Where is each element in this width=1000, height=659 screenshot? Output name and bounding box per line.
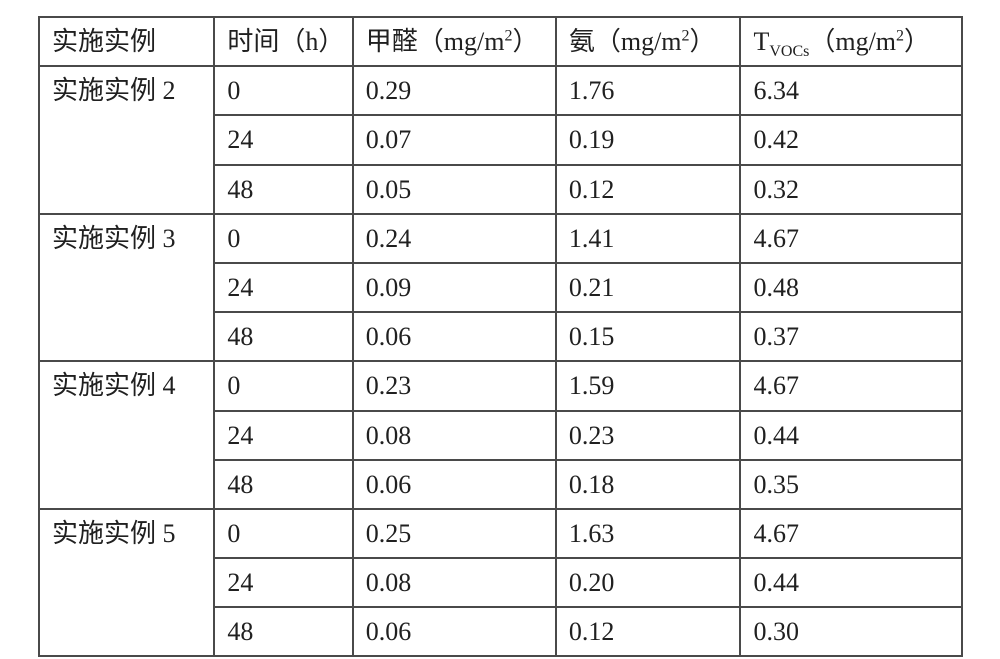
cell-hcho: 0.08 bbox=[353, 558, 556, 607]
cell-tvoc: 4.67 bbox=[740, 214, 962, 263]
cell-hcho: 0.09 bbox=[353, 263, 556, 312]
col-header-hcho: 甲醛（mg/m2） bbox=[353, 17, 556, 66]
cell-nh3: 1.76 bbox=[556, 66, 741, 115]
col-header-tvoc: TVOCs（mg/m2） bbox=[740, 17, 962, 66]
cell-nh3: 0.19 bbox=[556, 115, 741, 164]
cell-time: 48 bbox=[214, 312, 352, 361]
col-header-nh3: 氨（mg/m2） bbox=[556, 17, 741, 66]
cell-example-label: 实施实例 2 bbox=[39, 66, 214, 214]
cell-tvoc: 0.30 bbox=[740, 607, 962, 656]
cell-tvoc: 0.44 bbox=[740, 411, 962, 460]
cell-tvoc: 0.32 bbox=[740, 165, 962, 214]
cell-hcho: 0.06 bbox=[353, 460, 556, 509]
table-row: 实施实例 3 0 0.24 1.41 4.67 bbox=[39, 214, 962, 263]
cell-example-label: 实施实例 5 bbox=[39, 509, 214, 657]
data-table: 实施实例 时间（h） 甲醛（mg/m2） 氨（mg/m2） TVOCs（mg/m… bbox=[38, 16, 963, 657]
cell-hcho: 0.25 bbox=[353, 509, 556, 558]
cell-hcho: 0.24 bbox=[353, 214, 556, 263]
data-table-container: 实施实例 时间（h） 甲醛（mg/m2） 氨（mg/m2） TVOCs（mg/m… bbox=[38, 16, 963, 657]
cell-time: 0 bbox=[214, 361, 352, 410]
cell-time: 24 bbox=[214, 558, 352, 607]
cell-time: 0 bbox=[214, 214, 352, 263]
cell-time: 48 bbox=[214, 165, 352, 214]
col-header-example: 实施实例 bbox=[39, 17, 214, 66]
cell-tvoc: 0.35 bbox=[740, 460, 962, 509]
table-row: 实施实例 2 0 0.29 1.76 6.34 bbox=[39, 66, 962, 115]
cell-nh3: 0.15 bbox=[556, 312, 741, 361]
cell-nh3: 0.18 bbox=[556, 460, 741, 509]
cell-nh3: 1.59 bbox=[556, 361, 741, 410]
cell-hcho: 0.05 bbox=[353, 165, 556, 214]
cell-hcho: 0.23 bbox=[353, 361, 556, 410]
cell-tvoc: 6.34 bbox=[740, 66, 962, 115]
cell-time: 48 bbox=[214, 607, 352, 656]
cell-nh3: 0.23 bbox=[556, 411, 741, 460]
cell-example-label: 实施实例 4 bbox=[39, 361, 214, 509]
cell-time: 24 bbox=[214, 263, 352, 312]
cell-tvoc: 0.42 bbox=[740, 115, 962, 164]
cell-time: 0 bbox=[214, 66, 352, 115]
cell-time: 48 bbox=[214, 460, 352, 509]
cell-nh3: 0.12 bbox=[556, 165, 741, 214]
cell-nh3: 0.20 bbox=[556, 558, 741, 607]
cell-tvoc: 0.37 bbox=[740, 312, 962, 361]
cell-nh3: 0.12 bbox=[556, 607, 741, 656]
table-header-row: 实施实例 时间（h） 甲醛（mg/m2） 氨（mg/m2） TVOCs（mg/m… bbox=[39, 17, 962, 66]
table-row: 实施实例 5 0 0.25 1.63 4.67 bbox=[39, 509, 962, 558]
cell-hcho: 0.06 bbox=[353, 312, 556, 361]
cell-nh3: 0.21 bbox=[556, 263, 741, 312]
cell-nh3: 1.63 bbox=[556, 509, 741, 558]
cell-time: 24 bbox=[214, 115, 352, 164]
cell-nh3: 1.41 bbox=[556, 214, 741, 263]
cell-example-label: 实施实例 3 bbox=[39, 214, 214, 362]
cell-hcho: 0.06 bbox=[353, 607, 556, 656]
cell-tvoc: 4.67 bbox=[740, 361, 962, 410]
cell-hcho: 0.08 bbox=[353, 411, 556, 460]
cell-tvoc: 0.44 bbox=[740, 558, 962, 607]
cell-tvoc: 0.48 bbox=[740, 263, 962, 312]
cell-hcho: 0.07 bbox=[353, 115, 556, 164]
col-header-time: 时间（h） bbox=[214, 17, 352, 66]
cell-hcho: 0.29 bbox=[353, 66, 556, 115]
table-row: 实施实例 4 0 0.23 1.59 4.67 bbox=[39, 361, 962, 410]
cell-time: 24 bbox=[214, 411, 352, 460]
cell-tvoc: 4.67 bbox=[740, 509, 962, 558]
cell-time: 0 bbox=[214, 509, 352, 558]
